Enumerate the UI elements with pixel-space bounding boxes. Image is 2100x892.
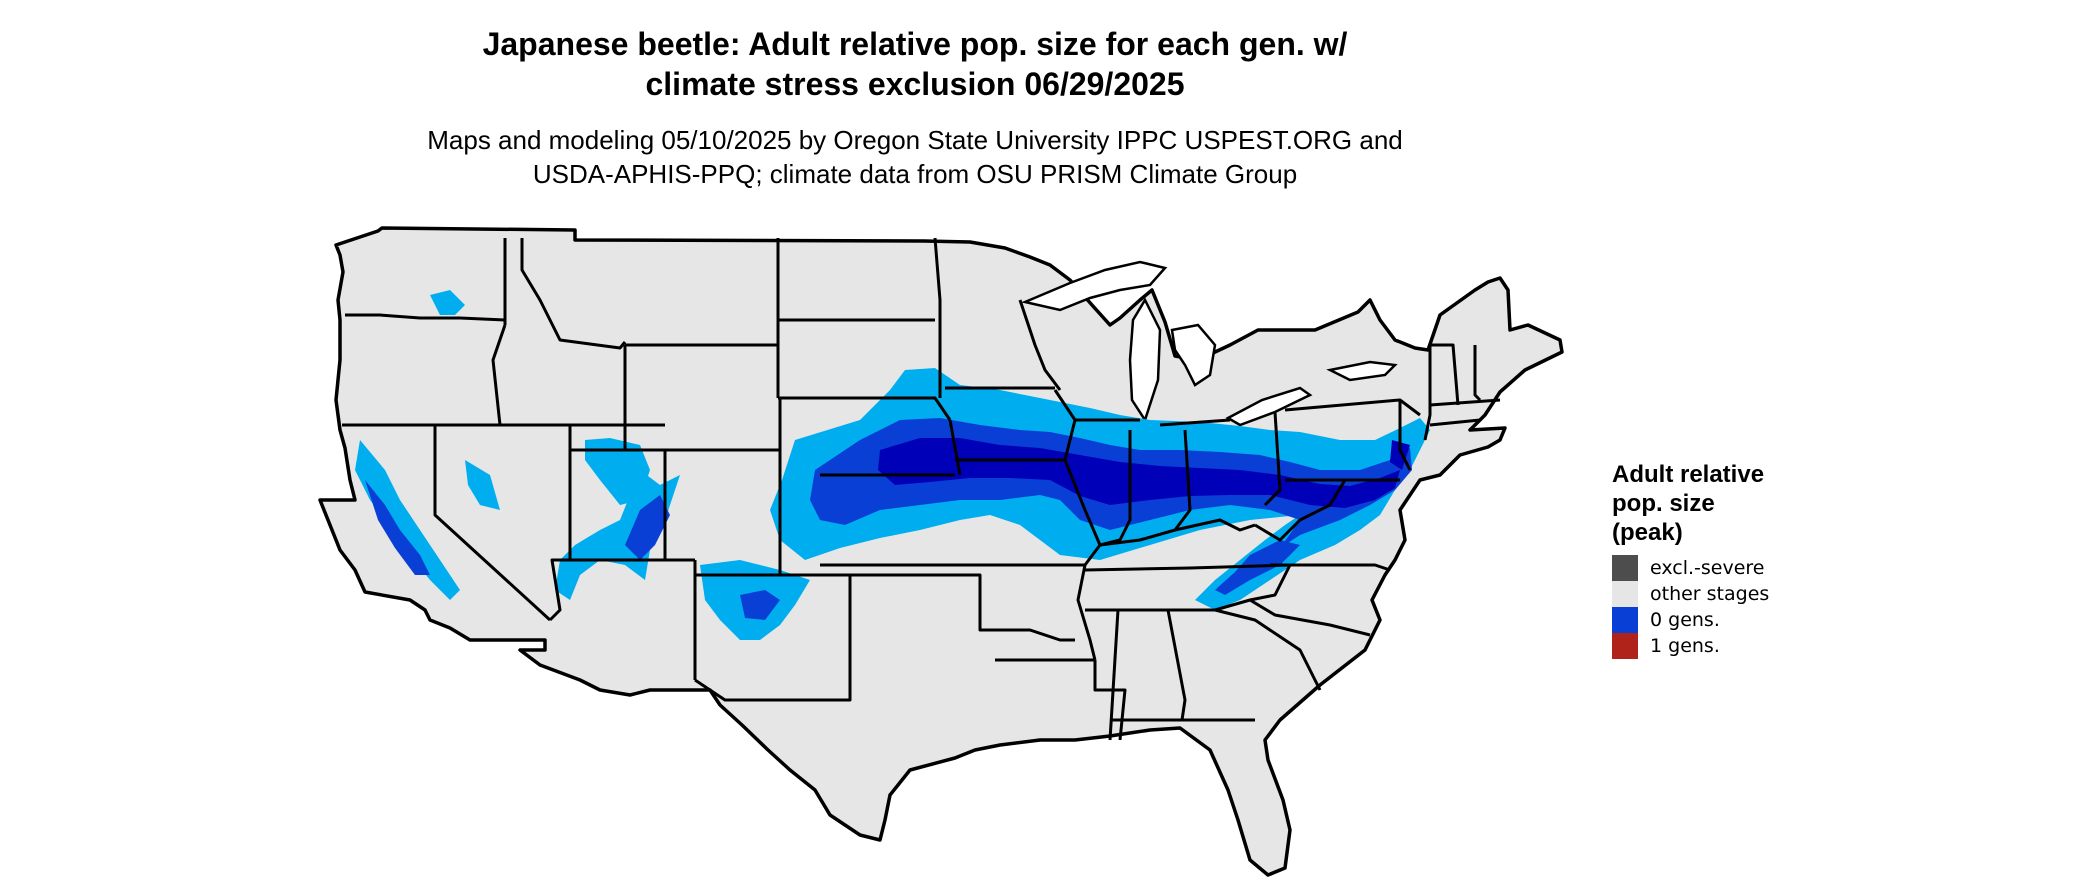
legend-swatch — [1612, 607, 1638, 633]
border-tn-south — [1085, 598, 1371, 637]
legend-title-line-1: Adult relative — [1612, 461, 1765, 488]
legend-item-1-gens: 1 gens. — [1612, 633, 1862, 659]
subtitle-line-1: Maps and modeling 05/10/2025 by Oregon S… — [427, 125, 1403, 155]
border-ct-ri — [1429, 418, 1481, 427]
legend-title-line-3: (peak) — [1612, 519, 1683, 546]
border-mn-wi — [1018, 299, 1062, 391]
legend-label: 0 gens. — [1650, 609, 1720, 631]
border-va-nc — [1270, 563, 1391, 572]
great-lakes — [1020, 260, 1398, 427]
us-land — [318, 226, 1564, 877]
border-id-or — [491, 324, 507, 426]
map-subtitle: Maps and modeling 05/10/2025 by Oregon S… — [0, 123, 1830, 191]
legend-item-other-stages: other stages — [1612, 581, 1862, 607]
border-in-oh — [1173, 429, 1192, 531]
border-mo-il — [1063, 459, 1102, 566]
border-or-wa — [345, 313, 506, 322]
title-line-2: climate stress exclusion 06/29/2025 — [645, 66, 1185, 102]
border-nv-ca — [433, 425, 552, 622]
pop-dark-region — [878, 438, 1410, 508]
legend-swatch — [1612, 555, 1638, 581]
border-sd-ne — [778, 396, 952, 421]
legend-label: other stages — [1650, 583, 1770, 605]
legend-title-line-2: pop. size — [1612, 490, 1715, 517]
legend-swatch — [1612, 581, 1638, 607]
border-ma — [1429, 398, 1501, 407]
subtitle-line-2: USDA-APHIS-PPQ; climate data from OSU PR… — [532, 159, 1298, 189]
border-ok-tx — [850, 573, 1075, 642]
border-id-mt — [520, 238, 627, 350]
legend-item-excl-severe: excl.-severe — [1612, 555, 1862, 581]
lake-superior — [1020, 260, 1168, 312]
legend-title: Adult relative pop. size (peak) — [1612, 460, 1862, 547]
border-nh-me — [1473, 345, 1482, 402]
border-al-ga — [1166, 609, 1187, 721]
border-ky-nc — [1249, 564, 1292, 602]
border-ny-vt — [1423, 345, 1432, 441]
lake-erie — [1225, 386, 1313, 427]
legend-item-0-gens: 0 gens. — [1612, 607, 1862, 633]
border-ne-mo — [948, 419, 962, 476]
border-ms-al — [1108, 609, 1120, 741]
border-ga-sc — [1214, 608, 1322, 691]
border-nd-mn — [933, 237, 942, 398]
lake-michigan — [1128, 297, 1162, 423]
border-ny-nj — [1398, 400, 1412, 471]
map-title: Japanese beetle: Adult relative pop. siz… — [0, 24, 1830, 104]
legend: Adult relative pop. size (peak) excl.-se… — [1612, 460, 1862, 659]
lake-ontario — [1326, 360, 1398, 382]
border-ar-ms — [1076, 564, 1097, 661]
border-mi-oh — [1159, 418, 1231, 427]
border-vt-nh — [1430, 343, 1460, 406]
border-oh-pa — [1263, 411, 1282, 507]
border-nv-az — [548, 425, 572, 622]
state-borders — [342, 237, 1501, 741]
legend-label: 1 gens. — [1650, 635, 1720, 657]
lake-huron — [1170, 323, 1217, 387]
border-nm-tx — [694, 573, 852, 702]
legend-swatch — [1612, 633, 1638, 659]
border-oh-ky — [1099, 518, 1256, 547]
border-la-ms — [1093, 660, 1127, 741]
legend-label: excl.-severe — [1650, 557, 1765, 579]
title-line-1: Japanese beetle: Adult relative pop. siz… — [482, 26, 1348, 62]
border-wv-va — [1254, 479, 1347, 542]
